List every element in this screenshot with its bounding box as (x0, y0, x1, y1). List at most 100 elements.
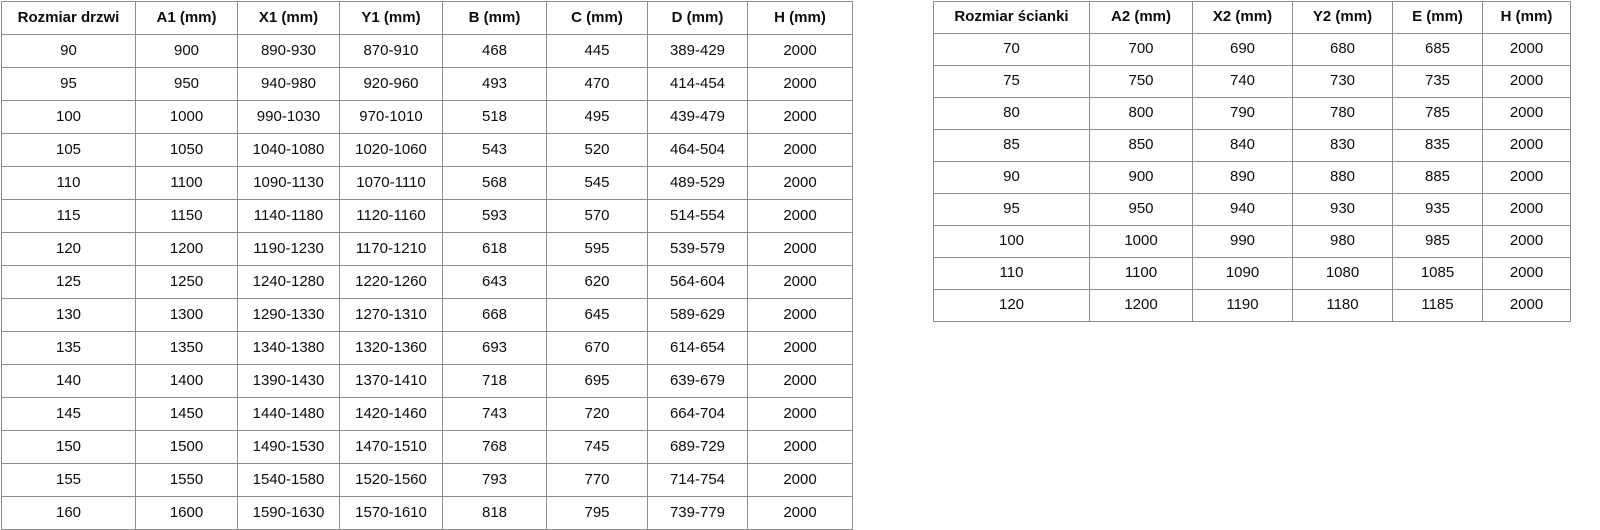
table-cell: 1085 (1392, 257, 1483, 290)
row-label-cell: 145 (1, 397, 136, 431)
table-row: 100 1000 990-1030 970-1010 518 495 439-479 2000 (1, 100, 853, 134)
table-row: 90 900 890 880 885 2000 (933, 161, 1571, 194)
table-row: 150 1500 1490-1530 1470-1510 768 745 689-729 20… (1, 430, 853, 464)
table-cell: 470 (546, 67, 648, 101)
table-row: 115 1150 1140-1180 1120-1160 593 570 514-554 20… (1, 199, 853, 233)
table-cell: 714-754 (647, 463, 748, 497)
table-cell: 745 (546, 430, 648, 464)
table-cell: 2000 (747, 100, 853, 134)
table-cell: 645 (546, 298, 648, 332)
table-cell: 643 (442, 265, 547, 299)
table-cell: 950 (135, 67, 238, 101)
row-label-cell: 105 (1, 133, 136, 167)
table-cell: 1540-1580 (237, 463, 340, 497)
row-label-cell: 155 (1, 463, 136, 497)
column-header: Rozmiar ścianki (933, 1, 1090, 34)
table-cell: 735 (1392, 65, 1483, 98)
table-cell: 890-930 (237, 34, 340, 68)
table-cell: 835 (1392, 129, 1483, 162)
table-cell: 618 (442, 232, 547, 266)
table-cell: 680 (1292, 33, 1393, 66)
table-cell: 2000 (747, 265, 853, 299)
row-label-cell: 120 (1, 232, 136, 266)
table-cell: 1400 (135, 364, 238, 398)
table-cell: 389-429 (647, 34, 748, 68)
table-cell: 2000 (747, 496, 853, 530)
table-cell: 1450 (135, 397, 238, 431)
table-row: 95 950 940-980 920-960 493 470 414-454 2000 (1, 67, 853, 101)
table-row: 110 1100 1090 1080 1085 2000 (933, 257, 1571, 290)
table-header-row: Rozmiar drzwi A1 (mm) X1 (mm) Y1 (mm) B (mm)… (1, 1, 853, 35)
table-cell: 1190 (1192, 289, 1293, 322)
table-cell: 2000 (1482, 161, 1571, 194)
table-cell: 1500 (135, 430, 238, 464)
table-cell: 1340-1380 (237, 331, 340, 365)
table-cell: 750 (1089, 65, 1193, 98)
table-cell: 595 (546, 232, 648, 266)
table-cell: 743 (442, 397, 547, 431)
row-label-cell: 150 (1, 430, 136, 464)
table-cell: 2000 (747, 34, 853, 68)
table-cell: 1090-1130 (237, 166, 340, 200)
table-cell: 790 (1192, 97, 1293, 130)
table-cell: 900 (1089, 161, 1193, 194)
table-row: 95 950 940 930 935 2000 (933, 193, 1571, 226)
table-cell: 1250 (135, 265, 238, 299)
table-row: 90 900 890-930 870-910 468 445 389-429 2000 (1, 34, 853, 68)
table-cell: 414-454 (647, 67, 748, 101)
table-cell: 690 (1192, 33, 1293, 66)
table-cell: 695 (546, 364, 648, 398)
table-cell: 593 (442, 199, 547, 233)
table-cell: 920-960 (339, 67, 443, 101)
table-cell: 1170-1210 (339, 232, 443, 266)
table-cell: 489-529 (647, 166, 748, 200)
table-cell: 1290-1330 (237, 298, 340, 332)
table-cell: 570 (546, 199, 648, 233)
table-cell: 2000 (747, 199, 853, 233)
table-cell: 970-1010 (339, 100, 443, 134)
table-cell: 670 (546, 331, 648, 365)
table-cell: 1370-1410 (339, 364, 443, 398)
table-cell: 514-554 (647, 199, 748, 233)
table-cell: 1180 (1292, 289, 1393, 322)
table-cell: 493 (442, 67, 547, 101)
table-cell: 589-629 (647, 298, 748, 332)
door-size-table: Rozmiar drzwi A1 (mm) X1 (mm) Y1 (mm) B (mm)… (1, 1, 853, 530)
table-cell: 840 (1192, 129, 1293, 162)
table-cell: 693 (442, 331, 547, 365)
table-cell: 439-479 (647, 100, 748, 134)
table-cell: 2000 (1482, 129, 1571, 162)
column-header: E (mm) (1392, 1, 1483, 34)
table-cell: 2000 (747, 133, 853, 167)
wall-panel-size-table: Rozmiar ścianki A2 (mm) X2 (mm) Y2 (mm) E (m… (933, 1, 1571, 322)
table-cell: 2000 (747, 397, 853, 431)
table-cell: 720 (546, 397, 648, 431)
table-cell: 930 (1292, 193, 1393, 226)
table-cell: 495 (546, 100, 648, 134)
table-cell: 1150 (135, 199, 238, 233)
table-cell: 1440-1480 (237, 397, 340, 431)
table-cell: 2000 (747, 430, 853, 464)
table-cell: 935 (1392, 193, 1483, 226)
row-label-cell: 110 (933, 257, 1090, 290)
row-label-cell: 135 (1, 331, 136, 365)
table-cell: 1000 (1089, 225, 1193, 258)
row-label-cell: 100 (933, 225, 1090, 258)
table-cell: 1200 (135, 232, 238, 266)
column-header: X1 (mm) (237, 1, 340, 35)
table-cell: 1070-1110 (339, 166, 443, 200)
table-cell: 689-729 (647, 430, 748, 464)
table-cell: 685 (1392, 33, 1483, 66)
column-header: A2 (mm) (1089, 1, 1193, 34)
table-cell: 543 (442, 133, 547, 167)
row-label-cell: 130 (1, 298, 136, 332)
table-cell: 1570-1610 (339, 496, 443, 530)
table-cell: 1300 (135, 298, 238, 332)
table-cell: 568 (442, 166, 547, 200)
row-label-cell: 140 (1, 364, 136, 398)
table-cell: 1520-1560 (339, 463, 443, 497)
table-cell: 1100 (135, 166, 238, 200)
column-header: Rozmiar drzwi (1, 1, 136, 35)
table-cell: 1200 (1089, 289, 1193, 322)
table-cell: 900 (135, 34, 238, 68)
